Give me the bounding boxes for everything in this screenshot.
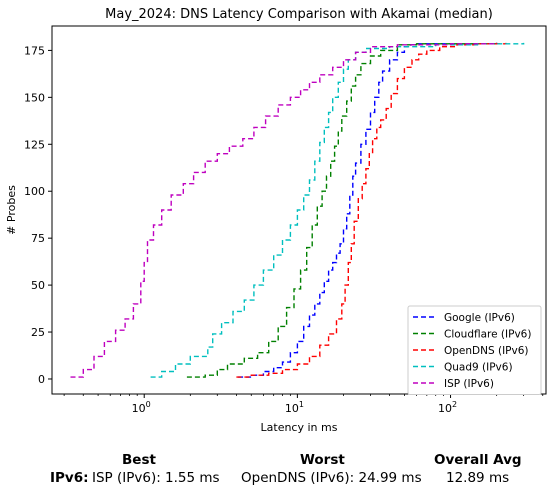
x-axis-label: Latency in ms xyxy=(261,421,338,434)
series-line xyxy=(236,42,507,378)
legend-label: Google (IPv6) xyxy=(444,312,515,324)
plot-frame xyxy=(51,25,547,395)
y-tick-label: 125 xyxy=(24,138,45,151)
legend-label: Quad9 (IPv6) xyxy=(444,362,513,374)
chart-title: May_2024: DNS Latency Comparison with Ak… xyxy=(105,7,493,22)
y-axis-label: # Probes xyxy=(5,185,18,235)
y-tick-label: 75 xyxy=(31,232,45,245)
y-tick-label: 50 xyxy=(31,279,45,292)
y-tick-label: 0 xyxy=(38,373,45,386)
y-tick-label: 150 xyxy=(24,91,45,104)
series-line xyxy=(186,42,498,378)
best-value: ISP (IPv6): 1.55 ms xyxy=(92,470,220,486)
legend-label: Cloudflare (IPv6) xyxy=(444,329,531,341)
y-tick-label: 25 xyxy=(31,326,45,339)
worst-heading: Worst xyxy=(300,452,345,468)
best-heading: Best xyxy=(122,452,156,468)
legend: Google (IPv6) Cloudflare (IPv6) OpenDNS (I… xyxy=(407,305,542,395)
overall-avg-value: 12.89 ms xyxy=(446,470,510,486)
summary-panel: Best Worst Overall Avg IPv6: ISP (IPv6):… xyxy=(0,448,555,496)
x-tick-label: 102 xyxy=(438,400,457,415)
y-tick-label: 100 xyxy=(24,185,45,198)
x-tick-label: 101 xyxy=(285,400,304,415)
overall-avg-heading: Overall Avg xyxy=(434,452,522,468)
latency-chart: May_2024: DNS Latency Comparison with Ak… xyxy=(5,7,547,434)
series-line xyxy=(70,42,498,378)
plot-area: 0 25 50 75 100 125 150 175 100 101 102 xyxy=(24,42,544,415)
legend-label: OpenDNS (IPv6) xyxy=(444,345,529,357)
series-line xyxy=(238,42,498,378)
x-tick-label: 100 xyxy=(132,400,151,415)
ipv6-row-label: IPv6: xyxy=(50,470,89,486)
legend-label: ISP (IPv6) xyxy=(444,378,494,390)
worst-value: OpenDNS (IPv6): 24.99 ms xyxy=(241,470,422,486)
y-tick-label: 175 xyxy=(24,44,45,57)
legend-box xyxy=(407,305,542,395)
